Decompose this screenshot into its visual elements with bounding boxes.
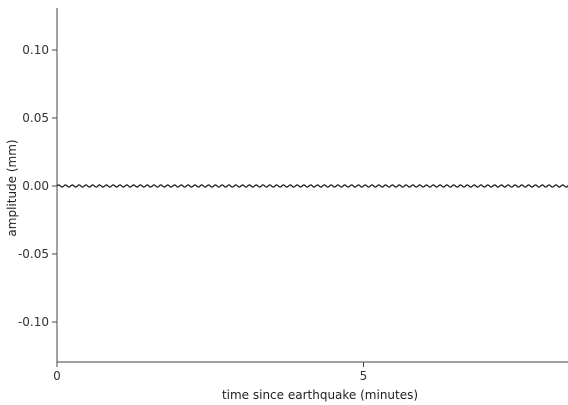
x-tick-label: 0 [53, 369, 61, 383]
y-axis-label: amplitude (mm) [5, 139, 19, 236]
x-axis-label: time since earthquake (minutes) [222, 388, 418, 402]
x-tick-label: 5 [360, 369, 368, 383]
axes: 05101520253035400.100.050.00-0.05-0.10 [18, 8, 568, 383]
trace-background-0 [56, 184, 568, 188]
y-tick-label: -0.10 [18, 315, 49, 329]
y-tick-label: 0.05 [22, 111, 49, 125]
y-tick-label: 0.10 [22, 43, 49, 57]
y-tick-label: 0.00 [22, 179, 49, 193]
y-tick-label: -0.05 [18, 247, 49, 261]
seismogram-traces [56, 184, 568, 188]
